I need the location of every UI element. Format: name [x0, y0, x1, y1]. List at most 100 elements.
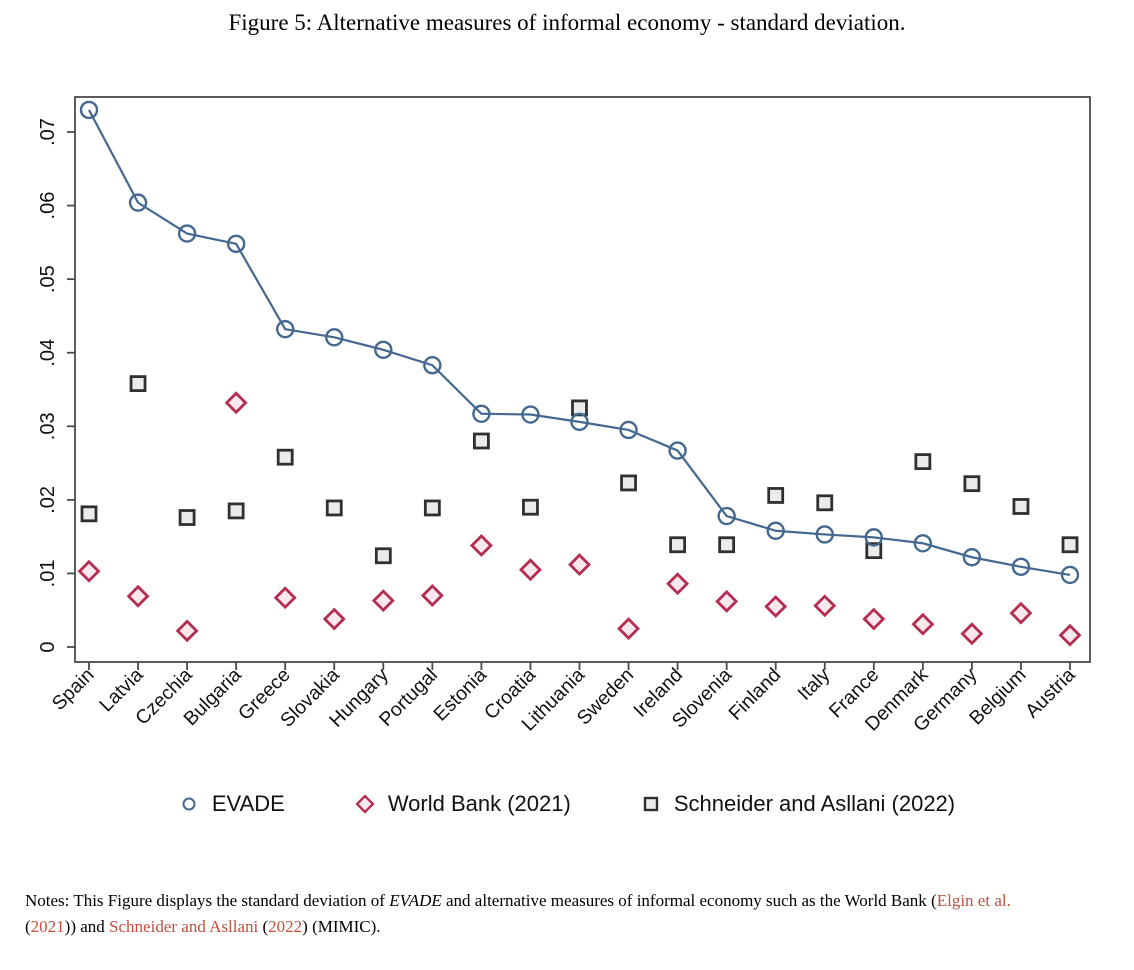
- world-bank-2021-point-sweden: [617, 617, 641, 641]
- world-bank-2021-point-croatia: [518, 558, 542, 582]
- legend-item-schneider-and-asllani-2022: Schneider and Asllani (2022): [641, 791, 955, 817]
- schneider-and-asllani-2022-point-finland: [767, 487, 785, 504]
- world-bank-2021-point-belgium: [1009, 601, 1033, 625]
- figure-notes: Notes: This Figure displays the standard…: [25, 888, 1120, 941]
- world-bank-2021-point-hungary: [371, 589, 395, 613]
- world-bank-2021-point-italy: [813, 594, 837, 618]
- evade-point-germany: [962, 548, 982, 567]
- evade-point-hungary: [374, 340, 393, 359]
- notes-text: and alternative measures of informal eco…: [441, 891, 937, 910]
- diamond-marker-icon: [355, 794, 375, 814]
- y-axis-label: .01: [37, 560, 59, 588]
- circle-marker-icon: [182, 797, 196, 811]
- schneider-and-asllani-2022-point-spain: [80, 505, 98, 523]
- schneider-and-asllani-2022-point-ireland: [669, 536, 686, 554]
- schneider-and-asllani-2022-point-denmark: [914, 453, 932, 471]
- schneider-and-asllani-2022-point-greece: [276, 448, 294, 466]
- evade-point-czechia: [177, 224, 197, 243]
- world-bank-2021-point-estonia: [469, 534, 493, 557]
- notes-text: ) (MIMIC).: [302, 917, 381, 937]
- citation-link[interactable]: 2022: [268, 917, 303, 937]
- evade-point-portugal: [423, 356, 442, 375]
- schneider-and-asllani-2022-point-croatia: [522, 498, 539, 516]
- notes-text: (: [25, 917, 31, 937]
- schneider-and-asllani-2022-point-portugal: [423, 499, 441, 517]
- evade-point-slovakia: [325, 328, 344, 347]
- evade-point-austria: [1060, 565, 1080, 585]
- world-bank-2021-point-ireland: [666, 572, 690, 596]
- x-axis-label-austria: Austria: [1021, 664, 1080, 723]
- evade-point-greece: [276, 319, 295, 339]
- world-bank-2021-point-slovenia: [715, 589, 739, 613]
- evade-point-belgium: [1011, 557, 1031, 577]
- notes-emphasis: EVADE: [389, 891, 442, 910]
- evade-point-estonia: [472, 404, 491, 423]
- x-axis-label-finland: Finland: [724, 664, 785, 725]
- schneider-and-asllani-2022-point-germany: [963, 475, 981, 493]
- schneider-and-asllani-2022-point-estonia: [472, 432, 490, 450]
- legend-label: EVADE: [211, 791, 285, 816]
- evade-point-ireland: [668, 441, 687, 460]
- evade-point-italy: [815, 525, 834, 544]
- plot-border: [74, 96, 1091, 663]
- evade-point-croatia: [521, 405, 540, 424]
- schneider-and-asllani-2022-point-france: [865, 542, 883, 560]
- citation-link[interactable]: 2021: [30, 917, 65, 937]
- evade-point-lithuania: [570, 412, 589, 432]
- y-axis-label: 0: [37, 641, 59, 652]
- schneider-and-asllani-2022-point-bulgaria: [227, 502, 245, 520]
- y-axis-label: .05: [37, 265, 59, 293]
- schneider-and-asllani-2022-point-sweden: [620, 474, 637, 492]
- world-bank-2021-point-bulgaria: [224, 391, 248, 415]
- scatter-chart: 0.01.02.03.04.05.06.07SpainLatviaCzechia…: [37, 96, 1091, 736]
- legend-item-world-bank-2021: World Bank (2021): [355, 791, 571, 817]
- schneider-and-asllani-2022-point-slovakia: [325, 499, 343, 517]
- y-axis-label: .02: [37, 486, 59, 514]
- schneider-and-asllani-2022-point-czechia: [178, 509, 196, 526]
- figure-caption: Figure 5: Alternative measures of inform…: [228, 10, 906, 35]
- evade-point-sweden: [619, 420, 638, 440]
- schneider-and-asllani-2022-point-belgium: [1012, 498, 1030, 515]
- world-bank-2021-point-slovakia: [322, 607, 346, 631]
- world-bank-2021-point-finland: [764, 595, 788, 618]
- world-bank-2021-point-spain: [77, 559, 101, 583]
- x-axis-label-estonia: Estonia: [429, 664, 491, 726]
- notes-text: (: [258, 917, 269, 937]
- y-axis-label: .06: [37, 192, 59, 220]
- evade-point-spain: [79, 100, 99, 120]
- x-axis-label-italy: Italy: [793, 664, 834, 705]
- evade-point-denmark: [913, 534, 933, 553]
- schneider-and-asllani-2022-point-hungary: [374, 547, 392, 565]
- world-bank-2021-point-austria: [1058, 623, 1082, 647]
- schneider-and-asllani-2022-point-austria: [1061, 536, 1079, 554]
- legend-label: World Bank (2021): [387, 791, 571, 816]
- evade-point-finland: [766, 521, 785, 540]
- evade-point-slovenia: [717, 506, 736, 526]
- evade-point-france: [864, 528, 883, 547]
- world-bank-2021-point-greece: [273, 586, 297, 610]
- evade-point-bulgaria: [226, 234, 246, 254]
- world-bank-2021-point-latvia: [126, 584, 150, 608]
- notes-text: )) and: [64, 917, 110, 937]
- legend-label: Schneider and Asllani (2022): [673, 791, 956, 816]
- citation-link[interactable]: Schneider and Asllani: [109, 917, 259, 937]
- world-bank-2021-point-lithuania: [568, 553, 591, 577]
- schneider-and-asllani-2022-point-latvia: [129, 375, 147, 393]
- legend-item-evade: EVADE: [179, 791, 285, 817]
- x-axis-label-spain: Spain: [48, 664, 99, 715]
- notes-text: Notes: This Figure displays the standard…: [25, 891, 390, 910]
- y-axis-label: .03: [37, 412, 59, 440]
- schneider-and-asllani-2022-point-italy: [816, 494, 834, 512]
- square-marker-icon: [643, 796, 659, 812]
- world-bank-2021-point-portugal: [420, 584, 444, 607]
- world-bank-2021-point-denmark: [911, 612, 935, 636]
- world-bank-2021-point-france: [862, 607, 886, 631]
- world-bank-2021-point-germany: [960, 622, 984, 646]
- schneider-and-asllani-2022-point-slovenia: [718, 536, 736, 554]
- y-axis-label: .07: [37, 118, 59, 146]
- chart-legend: EVADE World Bank (2021) Schneider and Asll…: [0, 791, 1134, 817]
- citation-link[interactable]: Elgin et al.: [936, 891, 1011, 910]
- evade-point-latvia: [128, 193, 148, 212]
- y-axis-label: .04: [37, 339, 59, 367]
